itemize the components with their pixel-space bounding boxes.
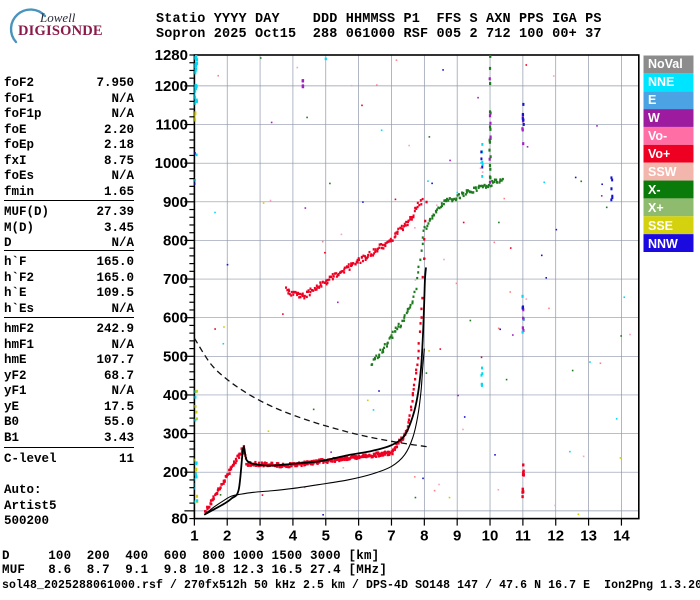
svg-text:NNE: NNE: [648, 75, 674, 89]
svg-text:SSW: SSW: [648, 165, 677, 179]
svg-text:SSE: SSE: [648, 219, 673, 233]
svg-text:X+: X+: [648, 201, 664, 215]
svg-text:NoVal: NoVal: [648, 57, 683, 71]
svg-text:Vo+: Vo+: [648, 147, 670, 161]
svg-text:E: E: [648, 93, 656, 107]
svg-text:Vo-: Vo-: [648, 129, 667, 143]
svg-text:X-: X-: [648, 183, 661, 197]
svg-text:W: W: [648, 111, 660, 125]
svg-text:NNW: NNW: [648, 237, 678, 251]
